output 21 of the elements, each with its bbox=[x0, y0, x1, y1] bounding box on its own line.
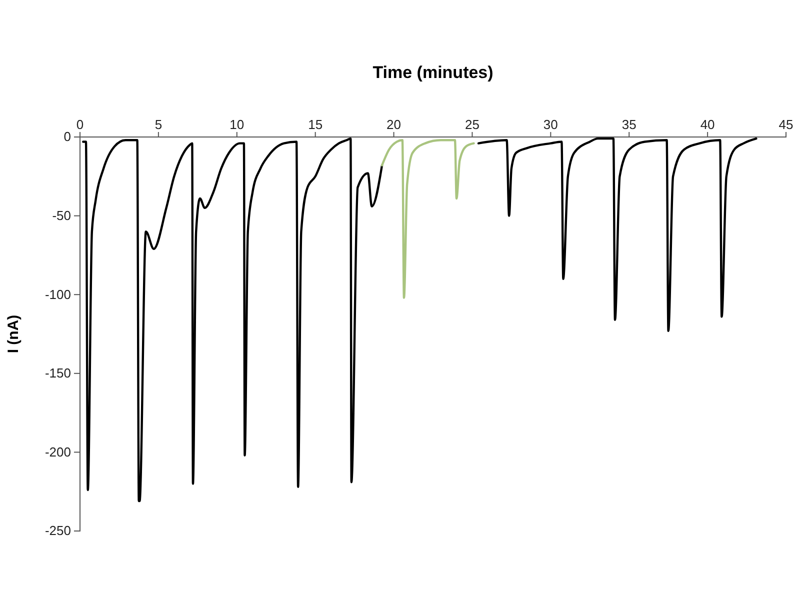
y-tick-label: -200 bbox=[44, 444, 71, 460]
line-series bbox=[82, 137, 384, 502]
y-tick-label: -100 bbox=[44, 286, 71, 302]
y-tick-label: 0 bbox=[64, 129, 71, 144]
x-tick-label: 15 bbox=[308, 117, 323, 132]
x-tick-label: 0 bbox=[76, 117, 84, 132]
y-tick-label: -250 bbox=[44, 523, 71, 538]
x-tick-label: 5 bbox=[154, 117, 162, 132]
x-tick-label: 35 bbox=[622, 117, 636, 132]
x-tick-label: 10 bbox=[230, 117, 244, 132]
line-series bbox=[477, 137, 758, 332]
x-tick-label: 20 bbox=[386, 117, 402, 132]
y-tick-label: -50 bbox=[52, 208, 71, 223]
x-tick-label: 45 bbox=[778, 117, 794, 132]
x-tick-label: 30 bbox=[543, 117, 558, 132]
x-tick-label: 40 bbox=[700, 117, 715, 132]
y-axis-title: I (nA) bbox=[5, 314, 22, 354]
y-tick-label: -150 bbox=[44, 366, 71, 381]
line-series bbox=[380, 139, 475, 299]
x-axis-title: Time (minutes) bbox=[372, 63, 494, 82]
x-tick-label: 25 bbox=[464, 117, 480, 132]
